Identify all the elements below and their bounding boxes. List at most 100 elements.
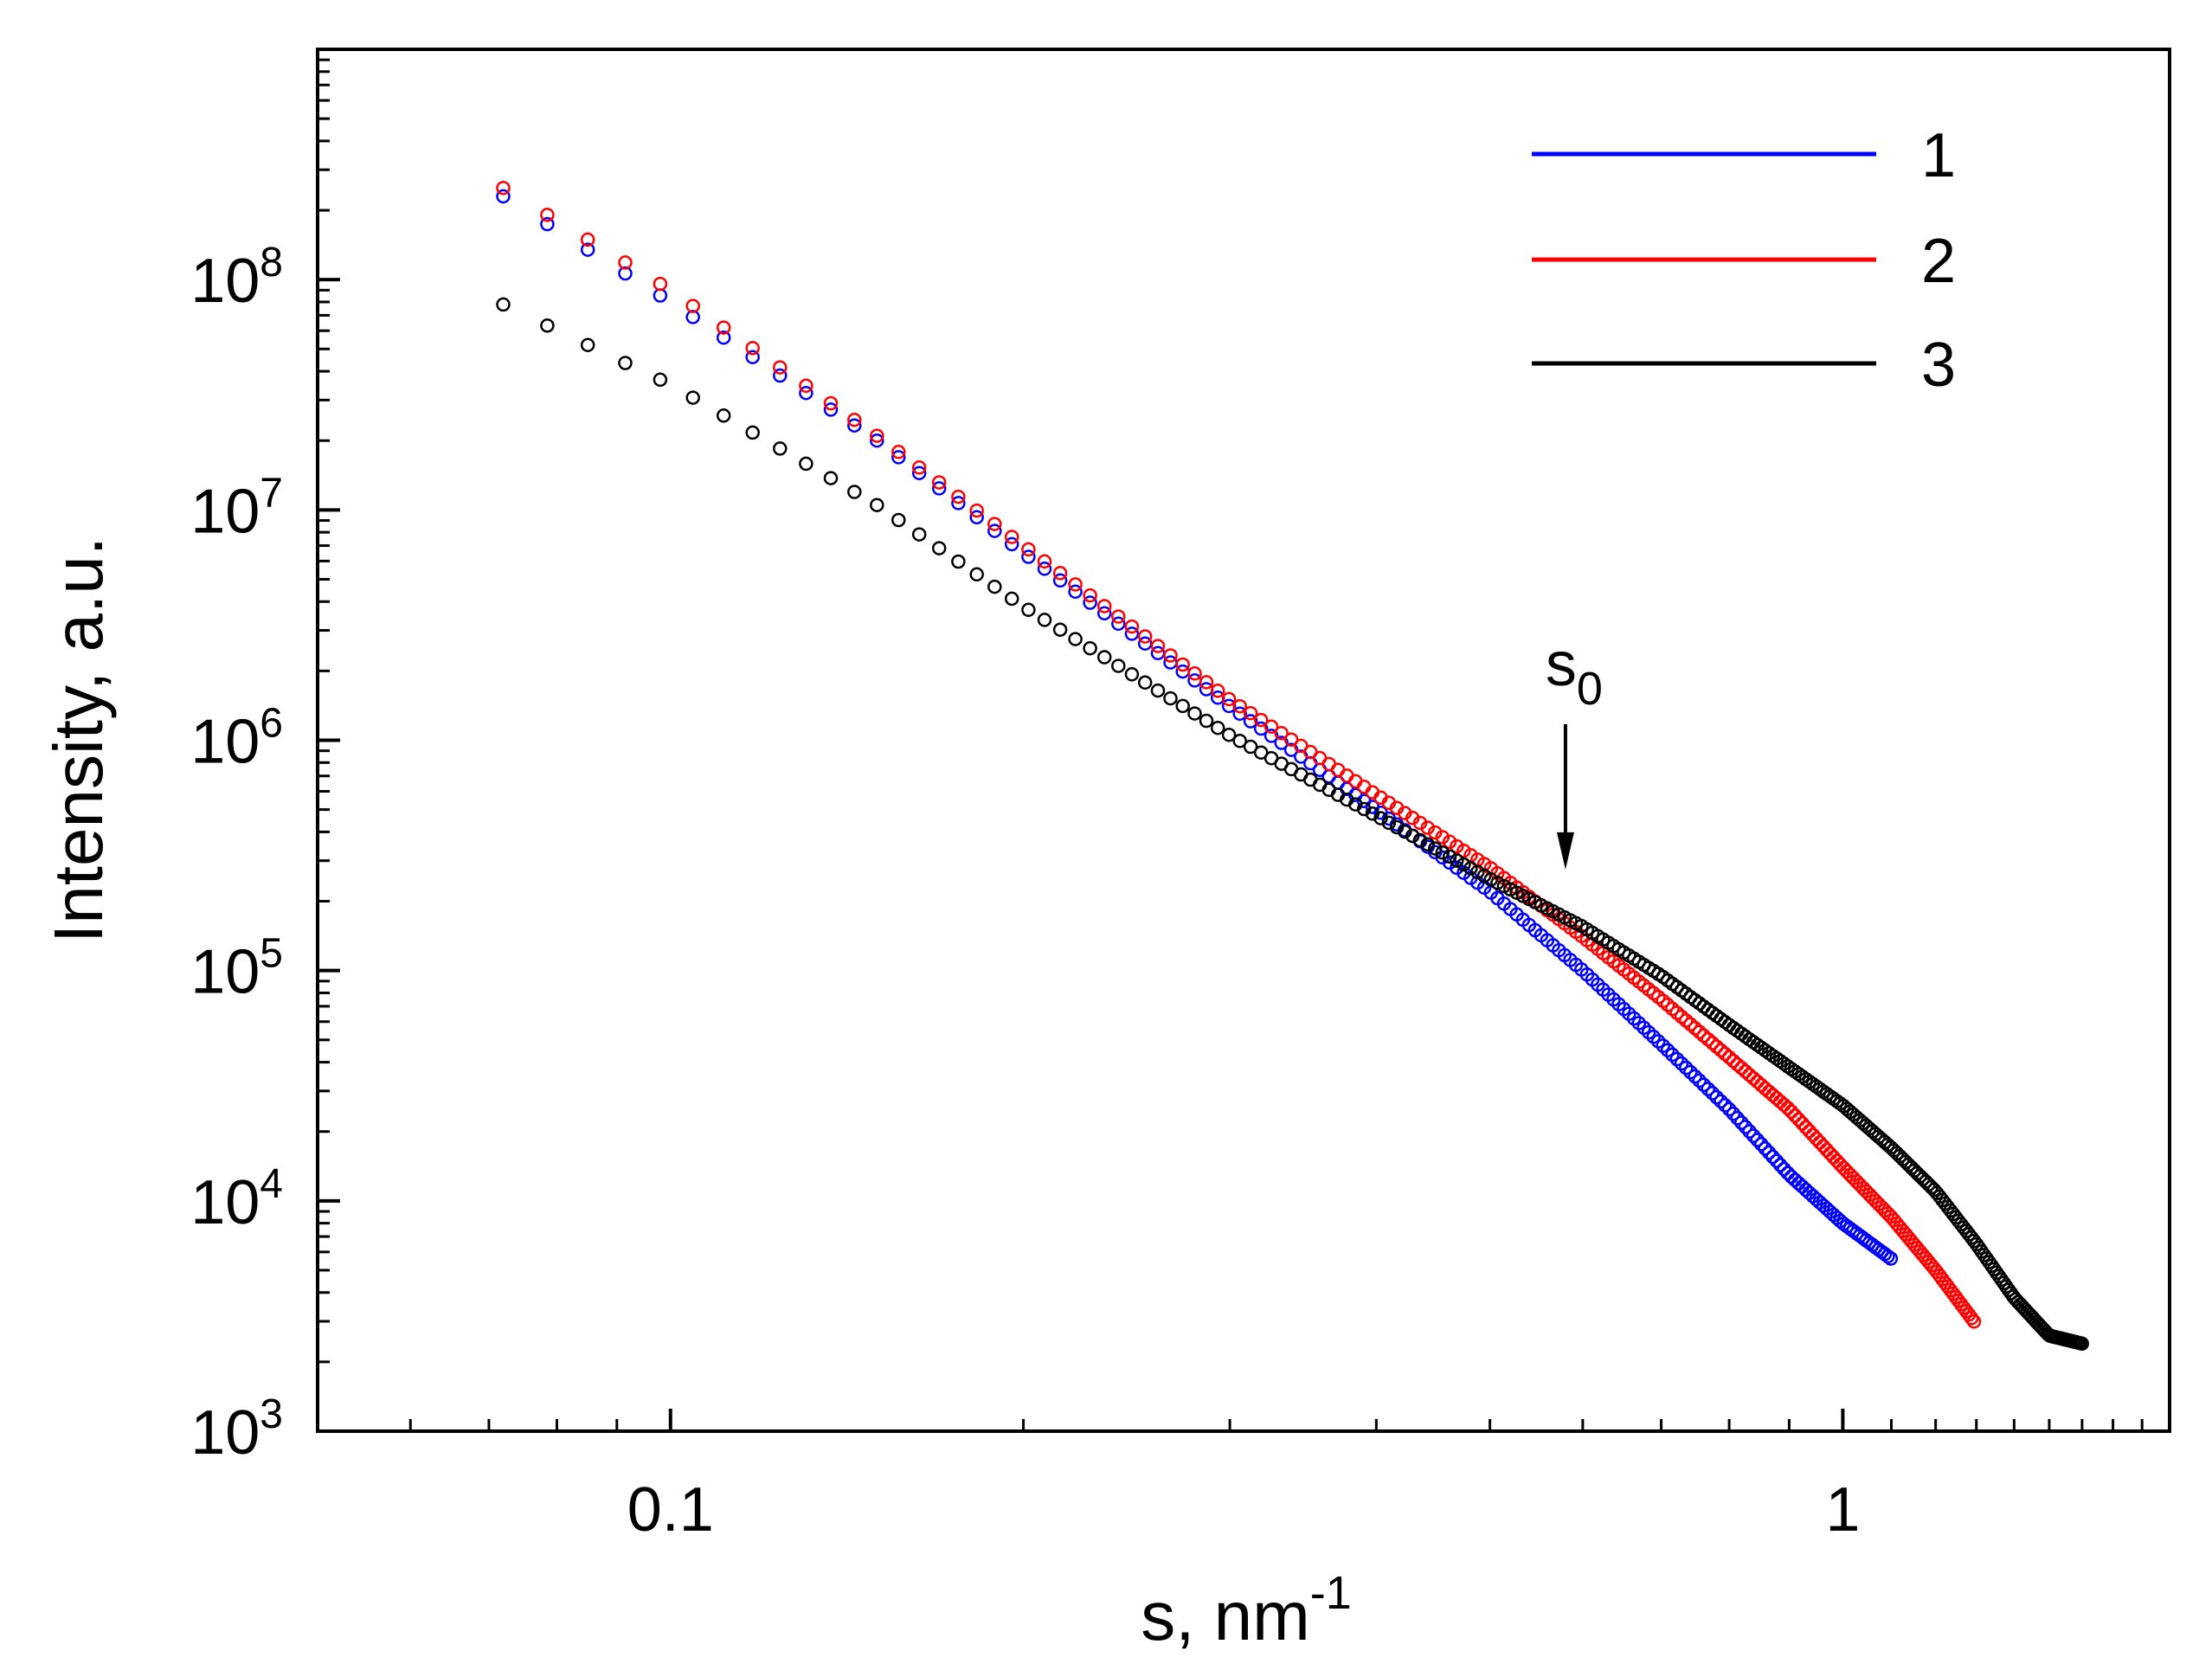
data-point [799, 385, 813, 401]
data-point [1456, 857, 1471, 872]
data-point [1150, 639, 1166, 653]
data-point [773, 441, 788, 456]
data-point [1004, 536, 1019, 552]
data-point [1714, 1043, 1728, 1057]
data-point [745, 341, 760, 356]
data-point [1111, 616, 1126, 632]
y-tick-label: 108 [190, 240, 283, 316]
s0-label: s0 [1546, 630, 1603, 715]
data-point [1442, 834, 1457, 850]
data-point [1435, 845, 1450, 860]
data-point [1397, 824, 1412, 839]
s0-annotation: s0 [1546, 630, 1603, 870]
data-point [1726, 1053, 1741, 1069]
data-point [1037, 562, 1052, 576]
data-point [653, 372, 668, 388]
data-point [1742, 1124, 1757, 1139]
data-point [1769, 1153, 1784, 1168]
y-tick-labels: 103 104 105 106 107 108 [190, 240, 283, 1468]
data-point [823, 471, 839, 485]
data-point [1021, 549, 1036, 564]
data-point [847, 412, 862, 427]
data-point [1052, 622, 1068, 637]
y-tick-label: 105 [190, 931, 283, 1007]
data-point [1232, 706, 1247, 722]
data-point [1692, 1073, 1707, 1089]
data-point [1199, 713, 1214, 729]
data-point [1701, 1082, 1715, 1096]
legend-label-2: 2 [1921, 227, 1956, 296]
data-point [1660, 1043, 1675, 1057]
data-point [1746, 1128, 1761, 1143]
data-point [1679, 1013, 1694, 1028]
data-point [580, 232, 595, 247]
data-point [1124, 619, 1140, 634]
data-point [1758, 1140, 1772, 1156]
data-point [773, 368, 788, 383]
x-tick-label: 0.1 [627, 1475, 714, 1545]
data-point [799, 456, 813, 472]
data-point [951, 554, 966, 569]
data-point [716, 320, 731, 335]
data-point [1734, 1115, 1749, 1130]
data-point [1221, 698, 1237, 714]
data-point [1688, 1020, 1702, 1036]
data-point [1709, 1039, 1724, 1054]
data-point [1253, 721, 1269, 736]
data-point [823, 395, 839, 411]
data-point [1004, 530, 1019, 544]
data-point [1734, 1060, 1749, 1076]
data-point [870, 498, 884, 512]
data-point [1753, 1137, 1769, 1152]
data-point [1163, 648, 1178, 663]
data-point [799, 378, 813, 394]
data-point [618, 255, 633, 270]
data-point [685, 390, 700, 405]
data-point [911, 527, 927, 542]
data-point [1470, 864, 1485, 880]
data-point [1730, 1111, 1745, 1126]
y-axis-title: Intensity, a.u. [40, 536, 117, 943]
data-point [1210, 720, 1225, 735]
data-point [1274, 726, 1289, 741]
data-point [969, 503, 984, 518]
data-point [1137, 629, 1153, 644]
data-point [1777, 1161, 1791, 1177]
data-point [1791, 1112, 1806, 1127]
data-point [1428, 825, 1443, 840]
data-point [1264, 719, 1279, 735]
data-point [1232, 734, 1247, 748]
data-point [1068, 577, 1083, 592]
data-point [773, 360, 788, 375]
data-point [1964, 1311, 1979, 1326]
data-point [870, 428, 884, 443]
data-point [1420, 837, 1435, 852]
data-point [1688, 1069, 1702, 1084]
data-point [1221, 727, 1237, 742]
data-point [891, 445, 906, 459]
data-point [1253, 712, 1269, 728]
data-point [931, 481, 947, 496]
data-point [1068, 584, 1083, 600]
data-point [618, 356, 633, 370]
data-point [1124, 626, 1140, 641]
data-point [1243, 714, 1258, 729]
data-point [1052, 566, 1068, 581]
data-point [1705, 1036, 1720, 1050]
data-point [1083, 640, 1097, 656]
y-tick-label: 104 [190, 1161, 283, 1237]
data-point [1199, 675, 1214, 690]
series-1 [496, 189, 1899, 1266]
data-point [1137, 675, 1153, 690]
data-point [1083, 588, 1097, 603]
data-point [1714, 1094, 1728, 1108]
data-point [1412, 832, 1428, 848]
data-point [1966, 1314, 1982, 1329]
data-point [969, 510, 984, 525]
data-point [1701, 1031, 1715, 1047]
data-point [1665, 1047, 1680, 1063]
data-point [2074, 1336, 2089, 1352]
data-point [653, 276, 668, 292]
